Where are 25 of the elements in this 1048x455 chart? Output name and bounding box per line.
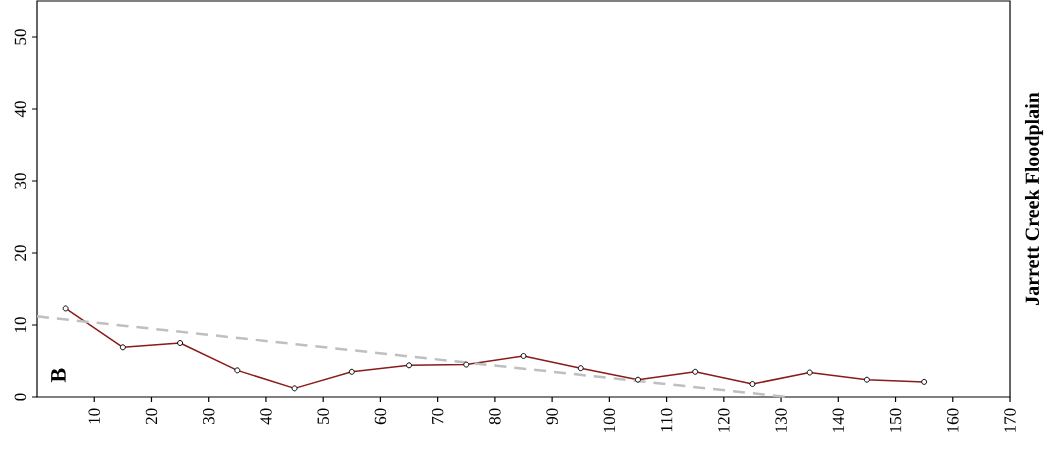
x-tick-label: 60	[374, 408, 387, 425]
y-tick-label: 50	[14, 29, 27, 45]
y-tick-label: 0	[14, 393, 27, 401]
x-tick-label: 110	[660, 408, 673, 432]
x-tick-label: 80	[489, 408, 501, 425]
x-tick-label: 70	[431, 408, 444, 424]
x-tick-label: 100	[603, 408, 616, 432]
x-tick-label: 30	[202, 408, 215, 425]
x-tick-label: 140	[832, 408, 845, 432]
y-tick-label: 40	[14, 101, 27, 118]
x-tick-label: 130	[775, 408, 787, 432]
y-tick-label: 30	[14, 173, 27, 189]
y-tick-label: 20	[14, 245, 27, 261]
y-tick-label: 10	[14, 317, 27, 332]
x-tick-label: 90	[546, 408, 558, 425]
x-tick-label: 120	[718, 408, 730, 432]
x-tick-label: 20	[145, 408, 158, 425]
annotation: B	[51, 368, 66, 383]
x-tick-label: 160	[947, 408, 959, 432]
x-tick-label: 50	[317, 408, 329, 424]
text: Jarrett Creek Floodplain	[1024, 92, 1044, 305]
x-tick-label: 150	[889, 408, 902, 432]
x-tick-label: 170	[1004, 408, 1016, 432]
x-tick-label: 10	[88, 408, 100, 424]
x-tick-label: 40	[260, 408, 272, 425]
